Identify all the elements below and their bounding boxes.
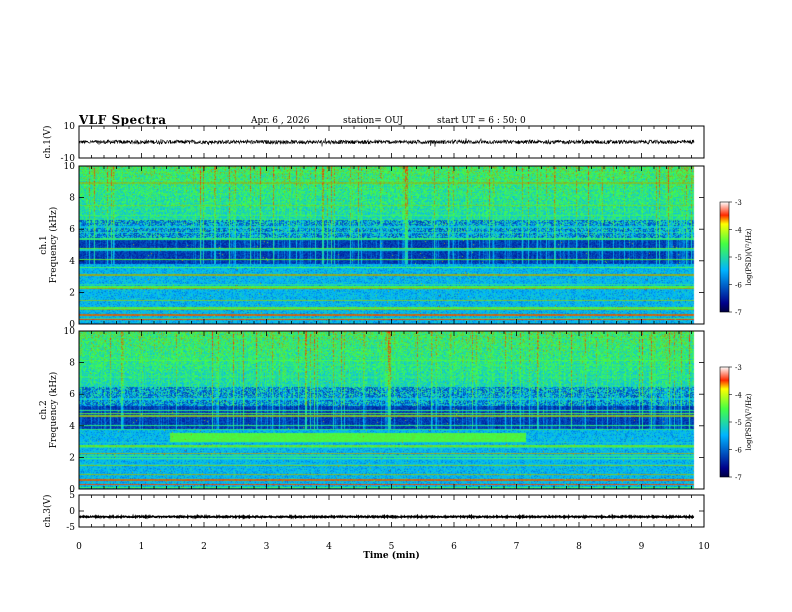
ch1-waveform-trace: [78, 138, 695, 147]
ch3-waveform-ylabel: ch.3(V): [42, 495, 53, 528]
y-tick-label: 6: [69, 390, 75, 400]
x-tick-label: 5: [389, 542, 395, 552]
ch1-waveform-ylabel: ch.1(V): [42, 126, 53, 159]
y-tick-label: 10: [64, 162, 76, 172]
ch1-spectrogram-colorbar: [719, 201, 730, 313]
y-tick-label: 10: [64, 327, 76, 337]
ch2-spectrogram-image: [79, 331, 704, 489]
y-tick-label: -10: [61, 154, 76, 164]
colorbar-tick-label: -5: [735, 254, 742, 262]
colorbar-tick-label: -7: [735, 309, 742, 317]
x-tick-label: 2: [201, 542, 207, 552]
colorbar-tick-label: -4: [735, 392, 742, 400]
x-axis-label: Time (min): [363, 550, 420, 561]
y-tick-label: 6: [69, 225, 75, 235]
ch2-spectrogram-colorbar: [719, 366, 730, 478]
x-tick-label: 10: [698, 542, 710, 552]
y-tick-label: 5: [69, 491, 75, 501]
ch1-spectrogram-colorbar-label: log(PSD)(V²/Hz): [745, 228, 753, 285]
y-tick-label: 8: [69, 359, 75, 369]
y-tick-label: 4: [69, 422, 75, 432]
figure-title: VLF Spectra: [79, 113, 167, 127]
ch2-spectrogram-colorbar-label: log(PSD)(V²/Hz): [745, 393, 753, 450]
y-tick-label: 2: [69, 288, 75, 298]
x-tick-label: 0: [76, 542, 82, 552]
y-tick-label: 0: [69, 507, 75, 517]
station-label: station= OUJ: [343, 116, 404, 126]
y-tick-label: 8: [69, 194, 75, 204]
colorbar-tick-label: -6: [735, 447, 742, 455]
ch1-spectrogram-image: [79, 166, 704, 324]
date-label: Apr. 6 , 2026: [251, 116, 310, 126]
ch2-spectrogram-ylabel-channel: ch.2: [39, 400, 49, 419]
colorbar-tick-label: -6: [735, 282, 742, 290]
y-tick-label: 10: [64, 122, 76, 132]
colorbar-tick-label: -3: [735, 364, 742, 372]
y-tick-label: -5: [66, 523, 75, 533]
colorbar-tick-label: -7: [735, 474, 742, 482]
ch1-spectrogram-ylabel-channel: ch.1: [39, 235, 49, 254]
ch2-spectrogram-ylabel-freq: Frequency (kHz): [48, 372, 59, 449]
colorbar-tick-label: -3: [735, 199, 742, 207]
colorbar-tick-label: -5: [735, 419, 742, 427]
ch3-waveform-trace: [78, 513, 695, 520]
x-tick-label: 7: [514, 542, 520, 552]
x-tick-label: 1: [139, 542, 145, 552]
start-time-label: start UT = 6 : 50: 0: [437, 116, 526, 126]
y-tick-label: 0: [69, 320, 75, 330]
y-tick-label: 2: [69, 453, 75, 463]
y-tick-label: 0: [69, 485, 75, 495]
x-tick-label: 4: [326, 542, 332, 552]
y-tick-label: 4: [69, 257, 75, 267]
x-tick-label: 3: [264, 542, 270, 552]
colorbar-tick-label: -4: [735, 227, 742, 235]
x-tick-label: 6: [451, 542, 457, 552]
ch1-spectrogram-ylabel-freq: Frequency (kHz): [48, 207, 59, 284]
x-tick-label: 8: [576, 542, 582, 552]
x-tick-label: 9: [639, 542, 645, 552]
